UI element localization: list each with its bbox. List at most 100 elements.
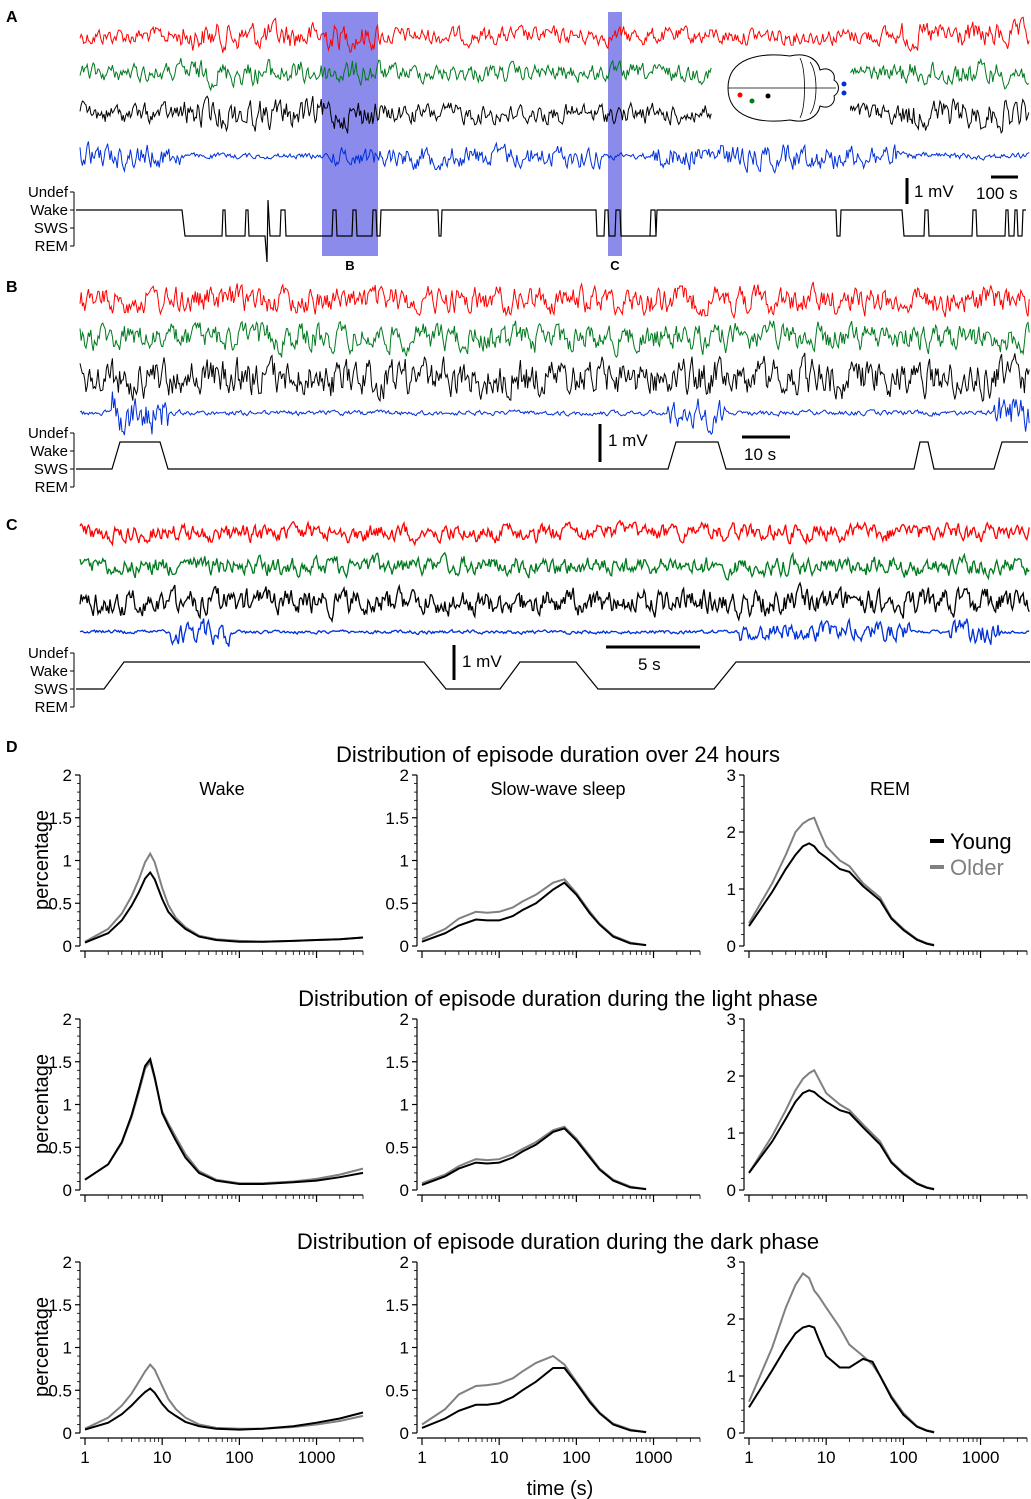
y-tick-label: 0.5: [385, 1381, 409, 1400]
y-tick-label: 0: [63, 1424, 72, 1443]
subplot-r1-c0: 0 0.5 1 1.5 2: [48, 1010, 364, 1202]
x-tick-label: 1000: [298, 1448, 336, 1467]
eeg-traces-panel-a: [79, 16, 1030, 174]
x-axis-label: time (s): [527, 1478, 594, 1499]
x-tick-label: 10: [490, 1448, 509, 1467]
series-line-young: [748, 842, 935, 947]
scale-label-time-a: 100 s: [976, 184, 1018, 203]
series-line-young: [748, 1324, 935, 1434]
y-tick-label: 3: [727, 766, 736, 785]
legend-label-older: Older: [950, 855, 1004, 880]
series-line-young: [421, 881, 647, 947]
y-tick-label: 1.5: [48, 809, 72, 828]
y-tick-label: 1: [63, 1096, 72, 1115]
eeg-traces-panel-b: [79, 281, 1030, 436]
y-tick-label: 1: [400, 1339, 409, 1358]
x-tick-label: 100: [889, 1448, 917, 1467]
series-line-older: [748, 1271, 935, 1433]
state-label-wake-a: Wake: [30, 202, 68, 219]
hypnogram-axis-a: [70, 191, 75, 247]
trace-a-blue: [79, 141, 1030, 174]
series-line-young: [421, 1127, 647, 1191]
state-label-rem-b: REM: [35, 479, 68, 496]
x-tick-label: 100: [225, 1448, 253, 1467]
x-tick-label: 1: [80, 1448, 89, 1467]
trace-c-green: [79, 551, 1030, 581]
y-tick-label: 2: [63, 1253, 72, 1272]
series-line-older: [84, 1363, 364, 1430]
brain-outline-icon: [712, 46, 850, 130]
y-tick-label: 0.5: [48, 1138, 72, 1157]
subplot-r0-c2: 0 1 2 3: [727, 766, 1028, 958]
hypnogram-axis-b: [70, 432, 75, 488]
hypnogram-c: [76, 661, 1030, 690]
y-tick-label: 1: [400, 852, 409, 871]
x-tick-label: 10: [153, 1448, 172, 1467]
trace-a-black: [79, 95, 712, 134]
subplot-r0-c1: 0 0.5 1 1.5 2: [385, 766, 701, 958]
y-tick-label: 0: [727, 937, 736, 956]
y-tick-label: 0.5: [385, 894, 409, 913]
y-tick-label: 0: [400, 937, 409, 956]
column-title-sws: Slow-wave sleep: [490, 779, 625, 799]
trace-c-blue: [79, 617, 1030, 647]
y-tick-label: 1: [400, 1096, 409, 1115]
episode-duration-plots: 00.511.5200.511.52012300.511.5200.511.52…: [48, 766, 1028, 1467]
y-tick-label: 2: [727, 1067, 736, 1086]
y-tick-label: 0.5: [385, 1138, 409, 1157]
y-tick-label: 1: [727, 1124, 736, 1143]
y-tick-label: 2: [63, 766, 72, 785]
scale-label-amplitude-c: 1 mV: [462, 652, 502, 671]
subplot-r1-c2: 0 1 2 3: [727, 1010, 1028, 1202]
y-tick-label: 0: [727, 1424, 736, 1443]
y-tick-label: 2: [400, 766, 409, 785]
y-axis-label-row2: percentage: [31, 1054, 53, 1154]
x-tick-label: 1: [417, 1448, 426, 1467]
trace-b-green: [79, 319, 1030, 359]
y-tick-label: 2: [400, 1010, 409, 1029]
highlight-window-b: [322, 12, 378, 256]
trace-b-black: [79, 352, 1030, 403]
y-tick-label: 1: [63, 1339, 72, 1358]
state-label-undef-c: Undef: [28, 645, 69, 662]
scale-label-time-b: 10 s: [744, 445, 776, 464]
hypnogram-b: [76, 441, 1028, 470]
state-label-undef-b: Undef: [28, 425, 69, 442]
state-label-rem-a: REM: [35, 238, 68, 255]
subplot-r1-c1: 0 0.5 1 1.5 2: [385, 1010, 701, 1202]
y-tick-label: 0: [727, 1181, 736, 1200]
state-label-wake-c: Wake: [30, 663, 68, 680]
subplot-r2-c1: 0 0.5 1 1.5 2 1 10 100 1000: [385, 1253, 701, 1467]
column-title-rem: REM: [870, 779, 910, 799]
x-tick-label: 10: [817, 1448, 836, 1467]
y-tick-label: 0: [63, 1181, 72, 1200]
y-tick-label: 1.5: [385, 809, 409, 828]
y-tick-label: 0.5: [48, 1381, 72, 1400]
eeg-traces-panel-c: [79, 519, 1030, 647]
trace-a-green: [79, 57, 712, 92]
state-label-sws-c: SWS: [34, 681, 68, 698]
y-tick-label: 3: [727, 1010, 736, 1029]
x-tick-label: 100: [562, 1448, 590, 1467]
x-tick-label: 1000: [635, 1448, 673, 1467]
series-line-young: [421, 1367, 647, 1434]
series-line-young: [84, 1056, 364, 1185]
trace-a-black-2: [849, 98, 1030, 135]
scale-label-time-c: 5 s: [638, 655, 661, 674]
state-label-undef-a: Undef: [28, 184, 69, 201]
state-label-sws-b: SWS: [34, 461, 68, 478]
legend-label-young: Young: [950, 829, 1012, 854]
hypnogram-axis-c: [70, 652, 75, 708]
panel-label-d: D: [6, 739, 18, 756]
panel-label-a: A: [6, 9, 18, 26]
trace-c-red: [79, 519, 1030, 547]
y-tick-label: 2: [63, 1010, 72, 1029]
y-tick-label: 1: [63, 852, 72, 871]
y-tick-label: 1.5: [385, 1296, 409, 1315]
trace-b-red: [79, 281, 1030, 320]
trace-c-black: [79, 581, 1030, 624]
y-tick-label: 2: [400, 1253, 409, 1272]
highlight-window-c: [608, 12, 622, 256]
series-line-older: [84, 1059, 364, 1185]
